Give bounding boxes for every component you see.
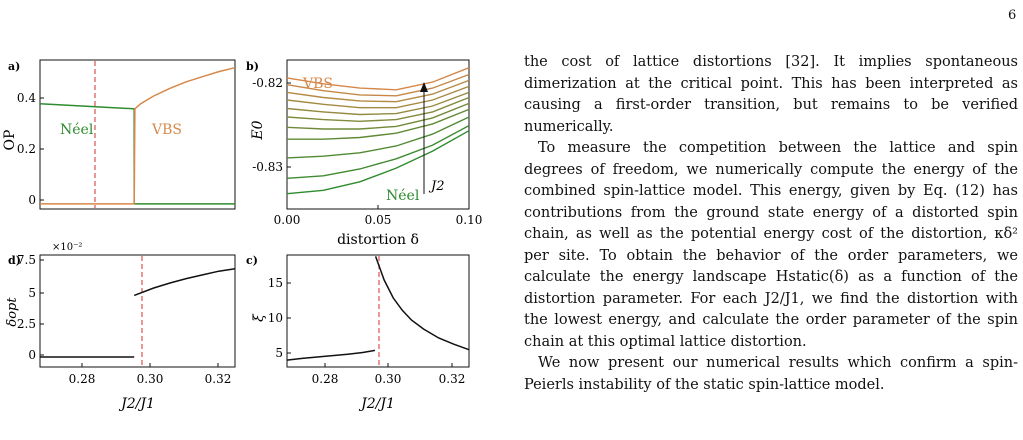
panel-b-xtick-2: 0.10 [456,213,483,227]
panel-c-curve-right [374,256,470,351]
paragraph-2: To measure the competition between the l… [524,140,1018,350]
panel-b-ytick-0: -0.82 [252,76,283,90]
panel-a-ytick-0: 0 [28,193,36,207]
panel-a-letter: a) [8,60,20,73]
panel-d-xtick-0: 0.28 [69,372,96,386]
panel-a-neel-curve [39,102,235,205]
panel-b-ytick-1: -0.83 [252,160,283,174]
panel-d-letter: d) [8,254,21,267]
panel-c-ticks: 15 10 5 0.28 0.30 0.32 [268,276,466,386]
panel-b-curve-5 [286,96,470,123]
panel-b: b) -0.82 -0.83 0.00 0.05 0.10 E0 distort… [246,59,482,248]
panel-a-vbs-label: VBS [151,122,182,138]
panel-d-ticks: 7.5 5 2.5 0 0.28 0.30 0.32 [17,253,231,386]
panel-b-curve-9 [286,73,470,97]
panel-a-vbs-curve [40,66,236,205]
panel-a-frame [39,59,236,210]
panel-b-ticks: -0.82 -0.83 0.00 0.05 0.10 [252,76,482,227]
panel-a-neel-label: Néel [60,122,94,138]
panel-c-letter: c) [246,254,258,267]
panel-b-xtick-0: 0.00 [274,213,301,227]
panel-d-xtick-1: 0.30 [137,372,164,386]
panel-d-curve-right [133,267,236,297]
panel-b-curve-7 [286,85,470,109]
panel-b-curve-3 [287,108,470,140]
panel-b-neel-label: Néel [386,188,420,204]
panel-d-ytick-3: 0 [28,348,36,362]
panel-a-ytick-1: 0.2 [17,142,36,156]
panel-d-xtick-2: 0.32 [205,372,232,386]
panel-b-curve-0 [286,130,470,195]
page-number: 6 [1008,8,1017,23]
panel-b-curve-4 [286,102,470,130]
panel-d-frame [39,254,236,368]
panel-d-ytick-1: 5 [28,286,36,300]
panel-b-xtick-1: 0.05 [365,213,392,227]
body-text: the cost of lattice distortions [32]. It… [524,52,1018,396]
panel-b-curve-2 [286,116,470,159]
panel-a: a) 0 0.2 0.4 OP Néel VBS [2,59,236,210]
panel-b-curve-8 [286,79,470,103]
panel-b-arrowhead [420,82,428,92]
panel-d-ylabel: δopt [5,297,20,327]
panel-a-yticks: 0 0.2 0.4 [17,91,44,207]
panel-c-curve-left [286,349,376,361]
panel-c-xtick-0: 0.28 [312,372,339,386]
panel-b-xlabel: distortion δ [337,232,419,248]
panel-b-letter: b) [246,60,259,73]
panel-c-ytick-0: 15 [268,276,283,290]
panel-b-vbs-label: VBS [302,76,333,92]
panel-b-curve-6 [286,91,470,116]
panel-b-arrow-label: J2 [428,179,444,194]
panel-d-xlabel: J2/J1 [118,396,155,412]
panel-c-xlabel: J2/J1 [358,396,395,412]
panel-d-ytick-2: 2.5 [17,317,36,331]
paragraph-3: We now present our numerical results whi… [524,355,1018,393]
panel-c-ytick-2: 5 [275,346,283,360]
panel-b-curve-10 [286,67,470,91]
panel-c: c) 15 10 5 0.28 0.30 0.32 ξ J2/J1 [246,254,470,412]
panel-b-ylabel: E0 [250,120,266,140]
panel-d-ytick-0: 7.5 [17,253,36,267]
panel-d-exponent: ×10⁻² [52,242,82,253]
panel-c-xtick-1: 0.30 [375,372,402,386]
paragraph-1: the cost of lattice distortions [32]. It… [524,54,1018,135]
panel-b-curves [286,67,470,195]
panel-c-xtick-2: 0.32 [439,372,466,386]
panel-c-frame [286,254,470,368]
panel-a-ylabel: OP [2,130,18,151]
panel-b-curve-1 [286,124,470,179]
panel-a-ytick-2: 0.4 [17,91,36,105]
panel-c-ylabel: ξ [251,313,267,322]
panel-c-ytick-1: 10 [268,311,283,325]
panel-d: d) ×10⁻² 7.5 5 2.5 0 0.28 0.30 0.32 δopt… [5,242,236,412]
figure: a) 0 0.2 0.4 OP Néel VBS b) -0.82 -0.83 … [2,59,482,412]
